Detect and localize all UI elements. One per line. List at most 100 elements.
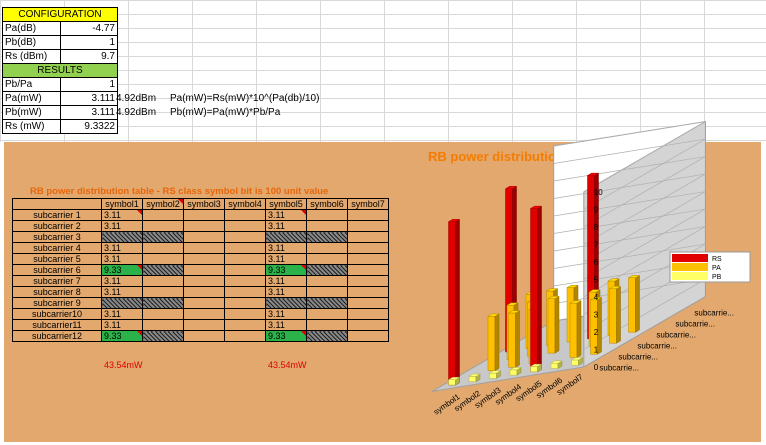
bar-front [508,312,516,368]
chart-bar-12 [487,313,500,372]
rb-table-title[interactable]: RB power distribution table - RS class s… [30,186,329,197]
bar-front [609,288,617,344]
bar-top [488,370,502,374]
bar-front [571,359,579,366]
rb-cell[interactable]: 9.33 [101,264,143,276]
rb-power-table: symbol1 symbol2 symbol3 symbol4 symbol5 … [12,198,389,342]
bar-side [554,295,560,354]
bar-top [586,172,600,176]
bar-side [455,218,460,386]
bar-top [447,377,461,380]
legend-label: PA [712,265,721,272]
chart-bar-19 [468,373,481,383]
chart-bar-23 [529,363,543,373]
chart-gridline [553,121,706,147]
bar-front [468,376,477,382]
chart-bar-17 [447,218,461,386]
chart-title[interactable]: RB power distribution [428,149,564,164]
bar-front [530,366,538,373]
rb-cell[interactable] [142,330,184,342]
depth-tick-label: subcarrie... [599,364,639,373]
bar-top [569,300,582,304]
chart-gridline [583,156,706,228]
bar-top [529,363,543,367]
y-tick-label: 6 [594,258,599,267]
pa-dbm-cell[interactable]: 4.92dBm [116,93,157,104]
bar-top [607,278,620,282]
chart-bar-13 [507,310,521,368]
rb-cell[interactable]: 9.33 [265,330,307,342]
rb-cell[interactable]: 9.33 [265,264,307,276]
chart-bar-9 [547,295,560,354]
rb-cell[interactable]: 3.11 [265,209,307,221]
bar-front [550,363,559,369]
chart-gridline [553,243,706,269]
depth-tick-label: subcarrie... [637,342,677,351]
y-tick-label: 0 [594,363,599,372]
y-tick-label: 4 [594,293,599,302]
y-tick-label: 1 [594,345,599,354]
bar-top [447,219,461,222]
bar-front [487,316,496,371]
symbol1-sum[interactable]: 43.54mW [104,360,143,370]
bar-top [545,288,559,292]
bar-top [589,297,603,301]
table-row: subcarrier11 3.11 3.11 [12,319,389,331]
chart-gridline [553,191,706,217]
bar-top [627,275,641,279]
chart-gridline [583,278,706,350]
chart-bar-15 [569,300,582,358]
bar-top [547,296,560,299]
bar-top [566,285,579,288]
bar-top [550,360,563,364]
bar-top [468,373,481,377]
chart-gridline [583,138,706,210]
legend-label: PB [712,274,722,281]
bar-front [628,277,636,333]
table-row: subcarrier 4 3.11 3.11 [12,242,389,254]
chart-bar-6 [627,274,641,333]
bar-side [494,313,500,372]
result-value[interactable]: 9.3322 [60,119,118,134]
bar-side [576,300,582,358]
bar-front [448,221,456,386]
rb-row-header[interactable]: subcarrier12 [12,330,102,342]
table-row: subcarrier 6 9.33 9.33 [12,264,389,276]
chart-gridline [583,208,706,280]
y-tick-label: 9 [594,205,599,214]
rb-cell[interactable]: 9.33 [101,330,143,342]
bar-front [530,208,538,373]
symbol5-sum[interactable]: 43.54mW [268,360,307,370]
chart-legend: RS PA PB [669,251,751,283]
chart-gridline [583,173,706,245]
spreadsheet-grid[interactable] [0,0,766,142]
bar-top [509,367,522,371]
chart-bar-18 [447,376,461,386]
bar-side [537,205,542,373]
chart-gridline [553,226,706,252]
rb-cell[interactable]: 3.11 [101,209,143,221]
chart-gridline [583,121,706,193]
chart-gridline [553,156,706,182]
rb-column-header[interactable]: symbol2 [142,198,184,210]
pb-dbm-cell[interactable]: 4.92dBm [116,107,157,118]
chart-bar-24 [550,360,563,369]
table-row: subcarrier12 9.33 9.33 [12,330,389,342]
bar-top [507,310,521,314]
config-results-table: CONFIGURATION Pa(dB) -4.77 Pb(dB) 1 Rs (… [2,7,118,134]
y-tick-label: 3 [594,310,599,319]
chart-bar-20 [488,370,502,379]
table-row: subcarrier 9 [12,297,389,309]
pb-formula-cell[interactable]: Pb(mW)=Pa(mW)*Pb/Pa [170,107,281,118]
rb-cell[interactable] [347,330,389,342]
bar-side [515,310,520,368]
bar-front [569,302,578,358]
pa-formula-cell[interactable]: Pa(mW)=Rs(mW)*10^(Pa(db)/10) [170,93,320,104]
bar-top [487,313,500,317]
bar-side [635,274,640,333]
bar-side [616,285,621,344]
legend-label: RS [712,256,722,263]
chart-gridline [583,226,706,298]
chart-bar-11 [608,285,622,344]
